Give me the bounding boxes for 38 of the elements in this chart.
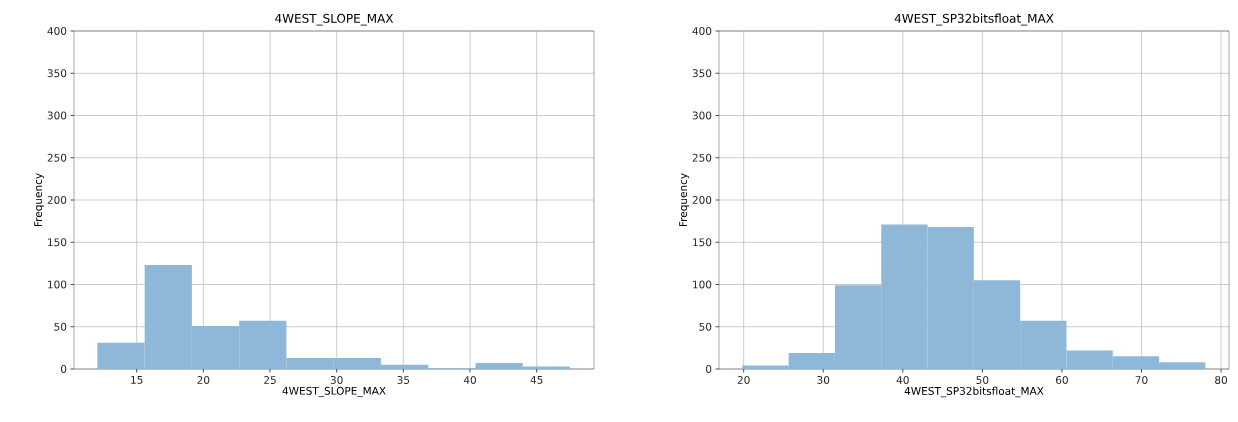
x-tick-label: 70: [1135, 376, 1148, 384]
x-tick-label: 30: [330, 376, 343, 384]
y-tick-label: 0: [706, 365, 712, 373]
y-tick-label: 200: [47, 196, 67, 204]
y-axis-title: Frequency: [34, 173, 45, 227]
x-tick-label: 40: [896, 376, 909, 384]
x-tick-label: 35: [397, 376, 410, 384]
x-tick-label: 50: [976, 376, 989, 384]
y-tick-label: 300: [47, 111, 67, 120]
y-tick-label: 250: [692, 153, 712, 162]
y-tick-label: 350: [47, 69, 67, 78]
x-tick-label: 45: [530, 376, 543, 384]
chart-title: 4WEST_SLOPE_MAX: [275, 13, 394, 26]
chart-title: 4WEST_SP32bitsfloat_MAX: [894, 13, 1054, 26]
y-tick-label: 400: [692, 27, 712, 35]
y-tick-label: 200: [692, 196, 712, 204]
x-axis-title: 4WEST_SLOPE_MAX: [282, 386, 386, 398]
y-tick-label: 0: [60, 365, 67, 373]
y-tick-label: 250: [47, 153, 67, 162]
y-tick-label: 50: [699, 322, 712, 331]
x-tick-label: 60: [1055, 376, 1068, 384]
y-tick-label: 300: [692, 111, 712, 120]
x-tick-label: 40: [463, 376, 476, 384]
x-tick-label: 20: [737, 376, 750, 384]
y-tick-label: 50: [54, 322, 67, 331]
x-axis-title: 4WEST_SP32bitsfloat_MAX: [904, 386, 1044, 398]
x-tick-label: 20: [197, 376, 210, 384]
x-tick-label: 30: [817, 376, 830, 384]
y-tick-label: 100: [48, 280, 67, 289]
x-tick-label: 80: [1215, 376, 1228, 384]
y-tick-label: 350: [692, 69, 712, 78]
y-axis-title: Frequency: [679, 173, 690, 227]
x-tick-label: 25: [264, 376, 276, 384]
y-tick-label: 400: [47, 27, 67, 35]
y-tick-label: 150: [48, 238, 67, 247]
y-tick-label: 150: [693, 238, 712, 247]
x-tick-label: 15: [131, 376, 143, 384]
y-tick-label: 100: [693, 280, 712, 289]
